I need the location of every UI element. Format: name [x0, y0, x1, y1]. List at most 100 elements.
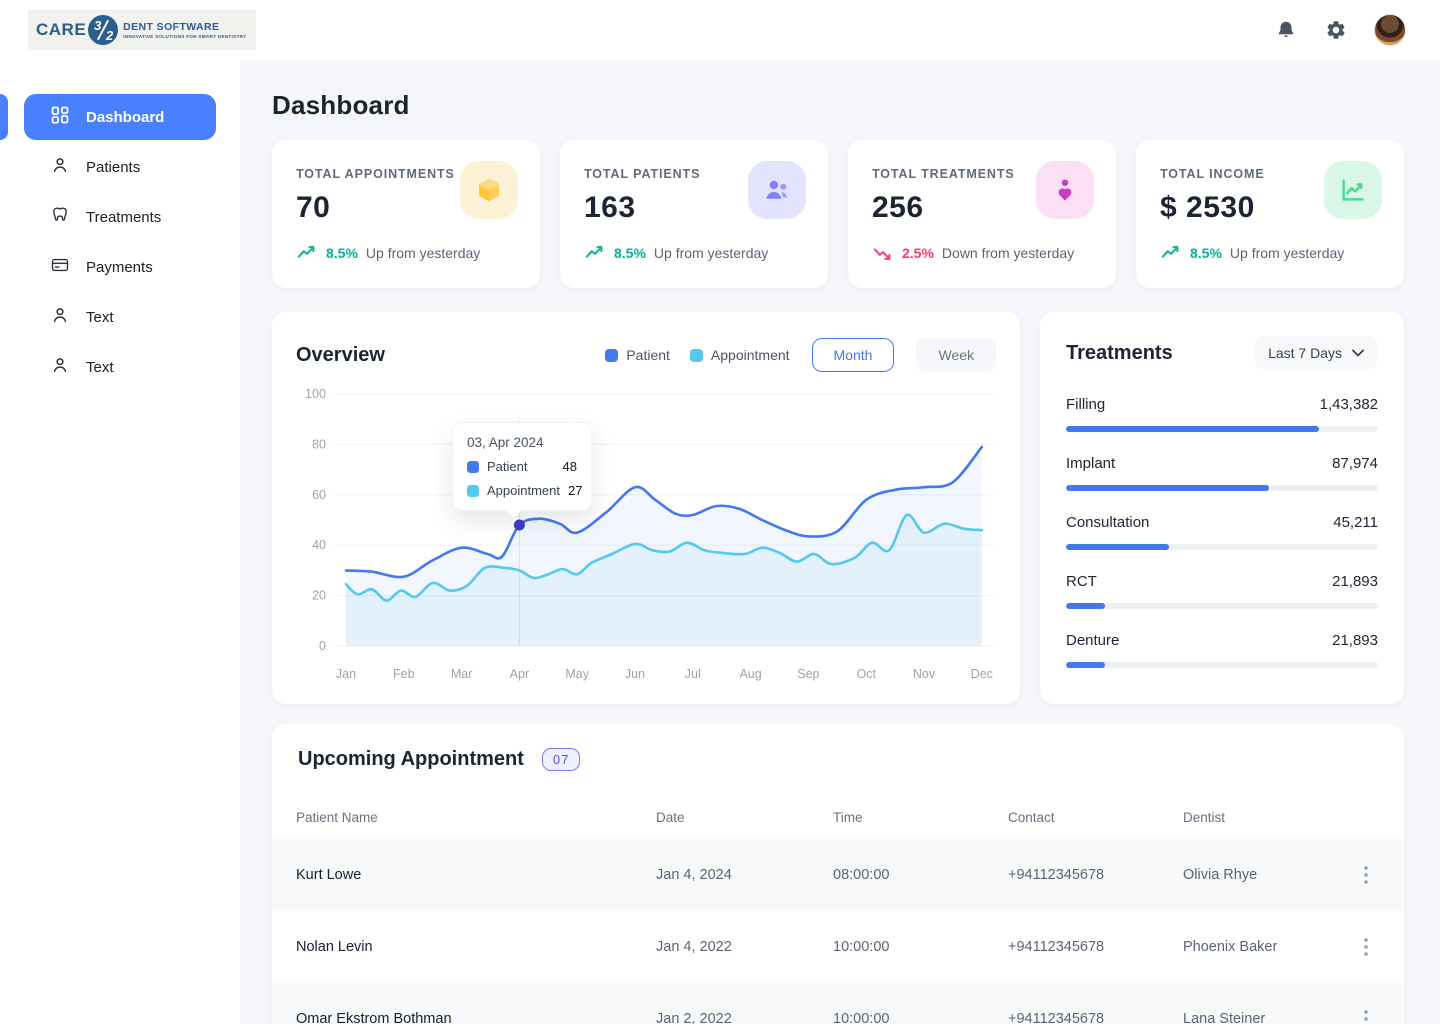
trend-value: 8.5%	[326, 245, 358, 261]
sidebar-item-text-4[interactable]: Text	[24, 294, 216, 340]
treatment-item-rct: RCT 21,893	[1066, 573, 1378, 609]
svg-text:May: May	[565, 667, 589, 681]
treatment-progress-fill	[1066, 544, 1169, 550]
trend-value: 8.5%	[1190, 245, 1222, 261]
svg-text:Sep: Sep	[797, 667, 819, 681]
cell-dentist: Lana Steiner	[1183, 1011, 1266, 1024]
sidebar-item-dashboard-0[interactable]: Dashboard	[24, 94, 216, 140]
treatment-name: Denture	[1066, 632, 1120, 649]
treatment-row: Denture 21,893	[1066, 632, 1378, 649]
cell-contact: +94112345678	[1008, 867, 1105, 883]
appointments-table-body: Kurt Lowe Jan 4, 2024 08:00:00 +94112345678…	[272, 839, 1404, 1024]
table-row: Kurt Lowe Jan 4, 2024 08:00:00 +94112345678…	[272, 839, 1404, 911]
appointments-count-badge: 07	[541, 748, 581, 771]
sidebar-active-indicator	[0, 94, 8, 140]
sidebar-item-treatments-2[interactable]: Treatments	[24, 194, 216, 240]
month-toggle-button[interactable]: Month	[811, 338, 895, 372]
row-kebab-menu-icon[interactable]	[1354, 863, 1378, 887]
main-content: Dashboard TOTAL APPOINTMENTS 70 8.5% Up fro…	[240, 60, 1440, 1024]
column-header-dentist: Dentist	[1183, 809, 1226, 825]
stat-card-1: TOTAL PATIENTS 163 8.5% Up from yesterday	[560, 140, 828, 288]
trend-text: Up from yesterday	[653, 245, 769, 261]
treatments-list: Filling 1,43,382 Implant 87,974 Consultation…	[1066, 396, 1378, 668]
treatment-progress-track	[1066, 426, 1378, 432]
legend-label: Patient	[626, 347, 670, 363]
treatment-name: Filling	[1066, 396, 1106, 413]
treatment-value: 45,211	[1333, 514, 1378, 531]
treatment-name: Implant	[1066, 455, 1116, 472]
trend-up-icon	[584, 242, 606, 264]
row-kebab-menu-icon[interactable]	[1354, 935, 1378, 959]
cell-date: Jan 4, 2022	[656, 939, 732, 955]
stat-card-2: TOTAL TREATMENTS 256 2.5% Down from yesterd…	[848, 140, 1116, 288]
trend-up-icon	[1160, 242, 1182, 264]
legend-item-patient: Patient	[605, 347, 670, 363]
logo-tagline: INNOVATIVE SOLUTIONS FOR SMART DENTISTRY	[123, 34, 247, 40]
trend-up-icon	[296, 242, 318, 264]
sidebar: Dashboard Patients Treatments Payments Text T…	[0, 60, 240, 1024]
trend-text: Down from yesterday	[941, 245, 1075, 261]
brand-logo: CARE 3 2 DENT SOFTWARE INNOVATIVE SOLUTI…	[28, 10, 257, 50]
treatments-panel: Treatments Last 7 Days Filling 1,43,382 Im…	[1040, 312, 1404, 704]
cell-date: Jan 2, 2022	[656, 1011, 732, 1024]
tooltip-row-appointment: Appointment 27	[467, 483, 582, 498]
stat-value: $ 2530	[1160, 191, 1255, 224]
treatment-name: Consultation	[1066, 514, 1150, 531]
treatments-title: Treatments	[1066, 341, 1173, 364]
treatment-row: RCT 21,893	[1066, 573, 1378, 590]
trend-down-icon	[872, 242, 894, 264]
sidebar-item-payments-3[interactable]: Payments	[24, 244, 216, 290]
logo-number-2: 2	[105, 28, 114, 43]
stat-card-3: TOTAL INCOME $ 2530 8.5% Up from yesterday	[1136, 140, 1404, 288]
svg-text:Nov: Nov	[913, 667, 936, 681]
overview-chart: 0 20 40 60 80 100 Jan Feb Mar Apr May Jun Jul Aug Sep O…	[296, 380, 996, 700]
line-chart-svg[interactable]: 0 20 40 60 80 100 Jan Feb Mar Apr May Jun Jul Aug Sep O…	[296, 380, 996, 698]
treatment-progress-fill	[1066, 485, 1269, 491]
week-toggle-button[interactable]: Week	[916, 338, 996, 372]
appointments-table-header: Patient Name Date Time Contact Dentist	[272, 795, 1404, 839]
sidebar-item-label: Dashboard	[86, 108, 165, 126]
chart-tooltip: 03, Apr 2024 Patient 48 Appointment 27	[452, 422, 592, 511]
treatment-value: 21,893	[1332, 632, 1378, 649]
sidebar-item-label: Text	[86, 358, 114, 376]
tooltip-series-value: 48	[562, 459, 577, 474]
trend-text: Up from yesterday	[1229, 245, 1345, 261]
treatment-value: 87,974	[1332, 455, 1378, 472]
column-header-patient-name: Patient Name	[296, 809, 378, 825]
trend-value: 8.5%	[614, 245, 646, 261]
treatment-item-denture: Denture 21,893	[1066, 632, 1378, 668]
stat-card-0: TOTAL APPOINTMENTS 70 8.5% Up from yesterda…	[272, 140, 540, 288]
tooltip-series-label: Patient	[487, 459, 528, 474]
notifications-bell-icon[interactable]	[1274, 18, 1298, 42]
svg-text:Jun: Jun	[625, 667, 645, 681]
sidebar-item-text-5[interactable]: Text	[24, 344, 216, 390]
stat-trend: 8.5% Up from yesterday	[584, 242, 804, 264]
svg-text:0: 0	[319, 639, 326, 653]
treatments-range-dropdown[interactable]: Last 7 Days	[1254, 336, 1378, 370]
heart-person-icon	[1036, 161, 1094, 219]
cell-date: Jan 4, 2024	[656, 867, 732, 883]
trend-text: Up from yesterday	[365, 245, 481, 261]
stat-cards-row: TOTAL APPOINTMENTS 70 8.5% Up from yesterda…	[272, 140, 1404, 288]
sidebar-item-label: Treatments	[86, 208, 162, 226]
tooltip-series-value: 27	[568, 483, 583, 498]
treatment-progress-fill	[1066, 603, 1105, 609]
treatment-progress-track	[1066, 603, 1378, 609]
sidebar-item-patients-1[interactable]: Patients	[24, 144, 216, 190]
row-kebab-menu-icon[interactable]	[1354, 1007, 1378, 1024]
sidebar-credit-card-icon	[50, 255, 70, 279]
appointments-title: Upcoming Appointment	[298, 748, 524, 770]
chart-legend: Patient Appointment	[605, 347, 790, 363]
settings-gear-icon[interactable]	[1324, 18, 1348, 42]
sidebar-person-icon	[50, 355, 70, 379]
cell-time: 10:00:00	[833, 1011, 890, 1024]
treatment-progress-fill	[1066, 662, 1105, 668]
overview-title: Overview	[296, 343, 385, 366]
svg-text:Oct: Oct	[856, 667, 876, 681]
user-avatar[interactable]	[1374, 14, 1406, 46]
svg-text:Mar: Mar	[451, 667, 473, 681]
legend-item-appointment: Appointment	[689, 347, 790, 363]
cell-time: 08:00:00	[833, 867, 890, 883]
treatments-range-label: Last 7 Days	[1268, 345, 1342, 361]
svg-text:Jan: Jan	[336, 667, 356, 681]
